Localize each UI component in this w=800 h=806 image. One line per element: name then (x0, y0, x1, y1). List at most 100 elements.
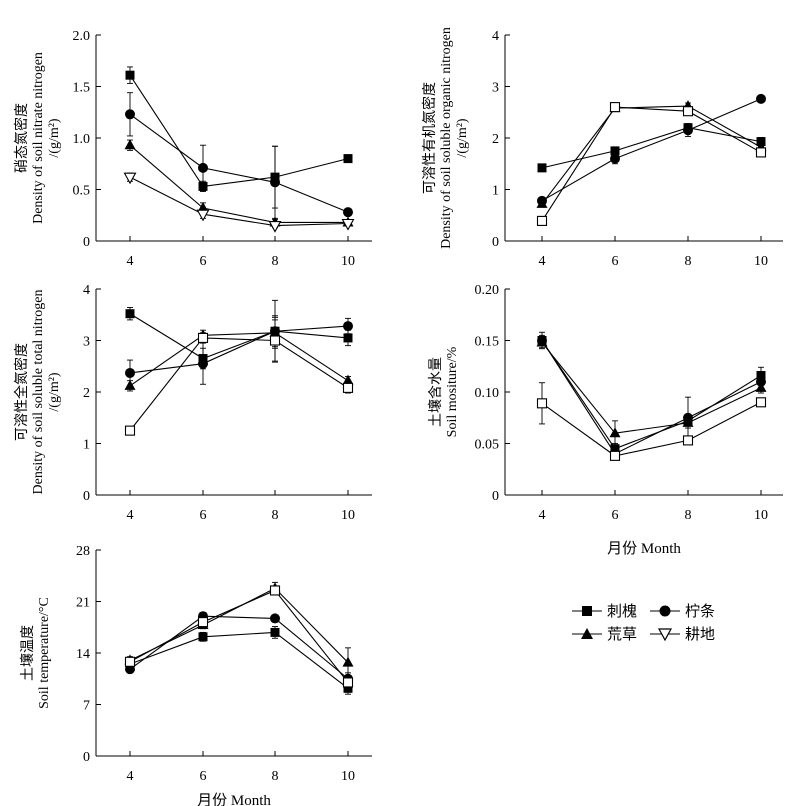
y-axis-label: /(g/m²) (455, 118, 470, 158)
data-point (756, 93, 766, 104)
data-point (343, 333, 353, 343)
data-point (536, 215, 548, 226)
panel-temperature: 0 7 14 21 28 4 6 8 10 土壤温度 Soil temperature/°C 月份 M… (19, 544, 372, 806)
data-point (268, 221, 282, 233)
x-tick-label: 4 (127, 508, 134, 523)
data-point (197, 202, 209, 213)
series-line (129, 74, 349, 187)
y-axis-label: 土壤温度 (19, 625, 36, 681)
series-line (541, 127, 762, 169)
y-tick-label: 3 (83, 335, 90, 350)
y-tick-label: 0 (83, 235, 90, 250)
x-tick-label: 10 (754, 254, 768, 269)
series-3 (536, 102, 767, 226)
data-point (536, 336, 548, 347)
series-line (541, 340, 762, 455)
y-tick-label: 0 (492, 235, 499, 250)
legend-item-robinia: 刺槐 (572, 603, 637, 620)
series-2 (536, 336, 767, 447)
data-point (125, 309, 135, 319)
series-line (129, 144, 348, 224)
series-line (541, 105, 762, 205)
y-tick-label: 2.0 (73, 29, 91, 44)
data-point (270, 613, 280, 624)
data-point (683, 125, 693, 136)
series-0 (125, 626, 353, 695)
x-tick-label: 4 (127, 769, 134, 784)
data-point (123, 172, 137, 185)
x-tick-label: 6 (612, 254, 619, 269)
x-tick-label: 8 (272, 254, 279, 269)
series-line (541, 106, 762, 222)
data-point (197, 617, 209, 628)
x-tick-label: 6 (612, 508, 619, 523)
y-tick-label: 1 (492, 184, 499, 199)
data-point (610, 153, 620, 164)
data-point (124, 425, 136, 436)
y-tick-label: 2 (492, 132, 499, 147)
legend-label: 刺槐 (607, 603, 637, 620)
y-tick-label: 1 (83, 438, 90, 453)
x-axis-label: 月份 Month (607, 540, 681, 557)
panel-moisture: 0 0.05 0.10 0.15 0.20 4 6 8 10 土壤含水量 Soil mositure… (427, 283, 783, 557)
data-point (341, 218, 355, 231)
data-point (125, 70, 135, 80)
legend-item-grass: 荒草 (572, 626, 637, 643)
y-tick-label: 28 (76, 544, 90, 559)
x-tick-label: 6 (200, 508, 207, 523)
data-point (198, 632, 208, 642)
y-axis-label: 硝态氮密度 (13, 103, 30, 173)
data-point (125, 109, 135, 120)
x-tick-label: 8 (685, 508, 692, 523)
series-line (541, 340, 762, 450)
series-1 (125, 315, 353, 387)
data-point (755, 147, 767, 158)
data-point (755, 381, 767, 392)
x-tick-label: 10 (341, 254, 355, 269)
data-point (343, 321, 353, 332)
y-tick-label: 21 (76, 596, 90, 611)
data-point (198, 358, 208, 369)
data-point (124, 139, 136, 150)
y-axis-label: Density of soil soluble organic nitrogen (439, 27, 454, 249)
y-tick-label: 4 (492, 29, 499, 44)
x-tick-label: 8 (685, 254, 692, 269)
data-point (124, 379, 136, 390)
series-line (129, 615, 349, 680)
data-point (342, 382, 354, 393)
x-tick-label: 8 (272, 769, 279, 784)
series-line (129, 113, 349, 213)
data-point (342, 374, 354, 385)
data-point (269, 585, 281, 596)
data-point (269, 335, 281, 346)
series-line (129, 337, 349, 431)
x-tick-label: 10 (341, 508, 355, 523)
series-line (541, 401, 762, 457)
series-line (129, 176, 349, 227)
legend-item-farmland: 耕地 (650, 625, 715, 643)
y-tick-label: 0.15 (475, 335, 500, 350)
data-point (196, 209, 210, 222)
data-point (682, 435, 694, 446)
panel-nitrate: 0 0.5 1.0 1.5 2.0 4 6 8 10 硝态氮密度 Density of soil n… (13, 29, 372, 269)
x-tick-label: 6 (200, 769, 207, 784)
data-point (682, 416, 694, 427)
x-tick-label: 4 (539, 254, 546, 269)
legend-label: 柠条 (685, 603, 715, 620)
y-axis-label: Density of soil nitrate nitrogen (31, 52, 46, 224)
data-point (124, 656, 136, 667)
data-point (609, 450, 621, 461)
series-2 (124, 581, 354, 678)
y-tick-label: 0.05 (475, 438, 500, 453)
series-0 (125, 66, 353, 209)
y-tick-label: 2 (83, 386, 90, 401)
data-point (537, 163, 547, 173)
series-line (129, 313, 349, 360)
y-axis-label: /(g/m²) (47, 118, 62, 158)
data-point (125, 367, 135, 378)
data-point (609, 427, 621, 438)
y-tick-label: 14 (76, 647, 90, 662)
data-point (342, 656, 354, 667)
y-tick-label: 3 (492, 81, 499, 96)
